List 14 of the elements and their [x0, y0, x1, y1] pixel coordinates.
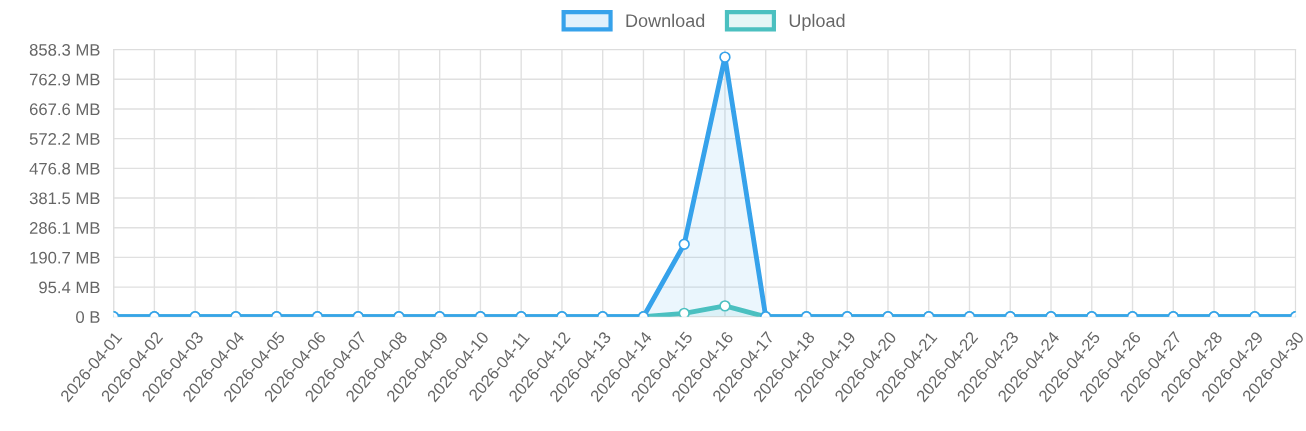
y-tick-label: 476.8 MB [29, 162, 100, 175]
y-tick-label: 190.7 MB [30, 251, 100, 264]
legend-label: Download [626, 13, 705, 28]
y-tick-label: 0 B [76, 311, 100, 323]
y-tick-label: 572.2 MB [29, 133, 100, 145]
y-tick-label: 667.6 MB [29, 103, 100, 116]
y-tick-label: 858.3 MB [29, 43, 100, 56]
point [719, 51, 731, 63]
y-tick-label: 95.4 MB [39, 281, 100, 294]
point [678, 238, 690, 250]
y-tick-label: 381.5 MB [29, 192, 100, 205]
y-tick-label: 762.9 MB [29, 73, 100, 86]
legend-label: Upload [789, 13, 845, 31]
y-tick-label: 286.1 MB [29, 222, 100, 234]
